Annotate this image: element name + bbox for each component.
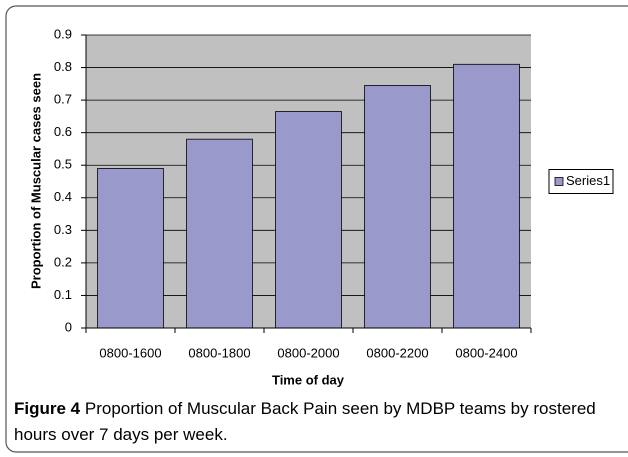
legend-label: Series1 [566, 173, 610, 188]
x-tick-label: 0800-2400 [455, 345, 517, 360]
y-axis-title: Proportion of Muscular cases seen [28, 73, 43, 289]
y-tick-label: 0.2 [54, 254, 72, 269]
x-tick-label: 0800-1800 [188, 345, 250, 360]
y-tick-label: 0.7 [54, 92, 72, 107]
bar [275, 111, 342, 329]
y-tick-label: 0 [65, 319, 72, 334]
caption-label: Figure 4 [14, 399, 81, 418]
x-tick-label: 0800-2200 [366, 345, 428, 360]
y-tick-label: 0.8 [54, 59, 72, 74]
caption-text: Proportion of Muscular Back Pain seen by… [14, 399, 596, 444]
y-tick-label: 0.9 [54, 26, 72, 41]
figure-border [5, 5, 628, 453]
x-tick-label: 0800-1600 [99, 345, 161, 360]
legend-swatch [554, 177, 564, 186]
caption: Figure 4 Proportion of Muscular Back Pai… [14, 396, 614, 448]
bar [453, 63, 520, 329]
y-tick-label: 0.4 [54, 189, 72, 204]
bar [97, 168, 164, 329]
x-tick-label: 0800-2000 [277, 345, 339, 360]
y-tick-label: 0.1 [54, 287, 72, 302]
y-tick-label: 0.3 [54, 222, 72, 237]
y-tick-label: 0.5 [54, 157, 72, 172]
y-tick-label: 0.6 [54, 124, 72, 139]
bar [364, 85, 431, 329]
x-axis-title: Time of day [272, 372, 345, 387]
bar [186, 138, 253, 329]
